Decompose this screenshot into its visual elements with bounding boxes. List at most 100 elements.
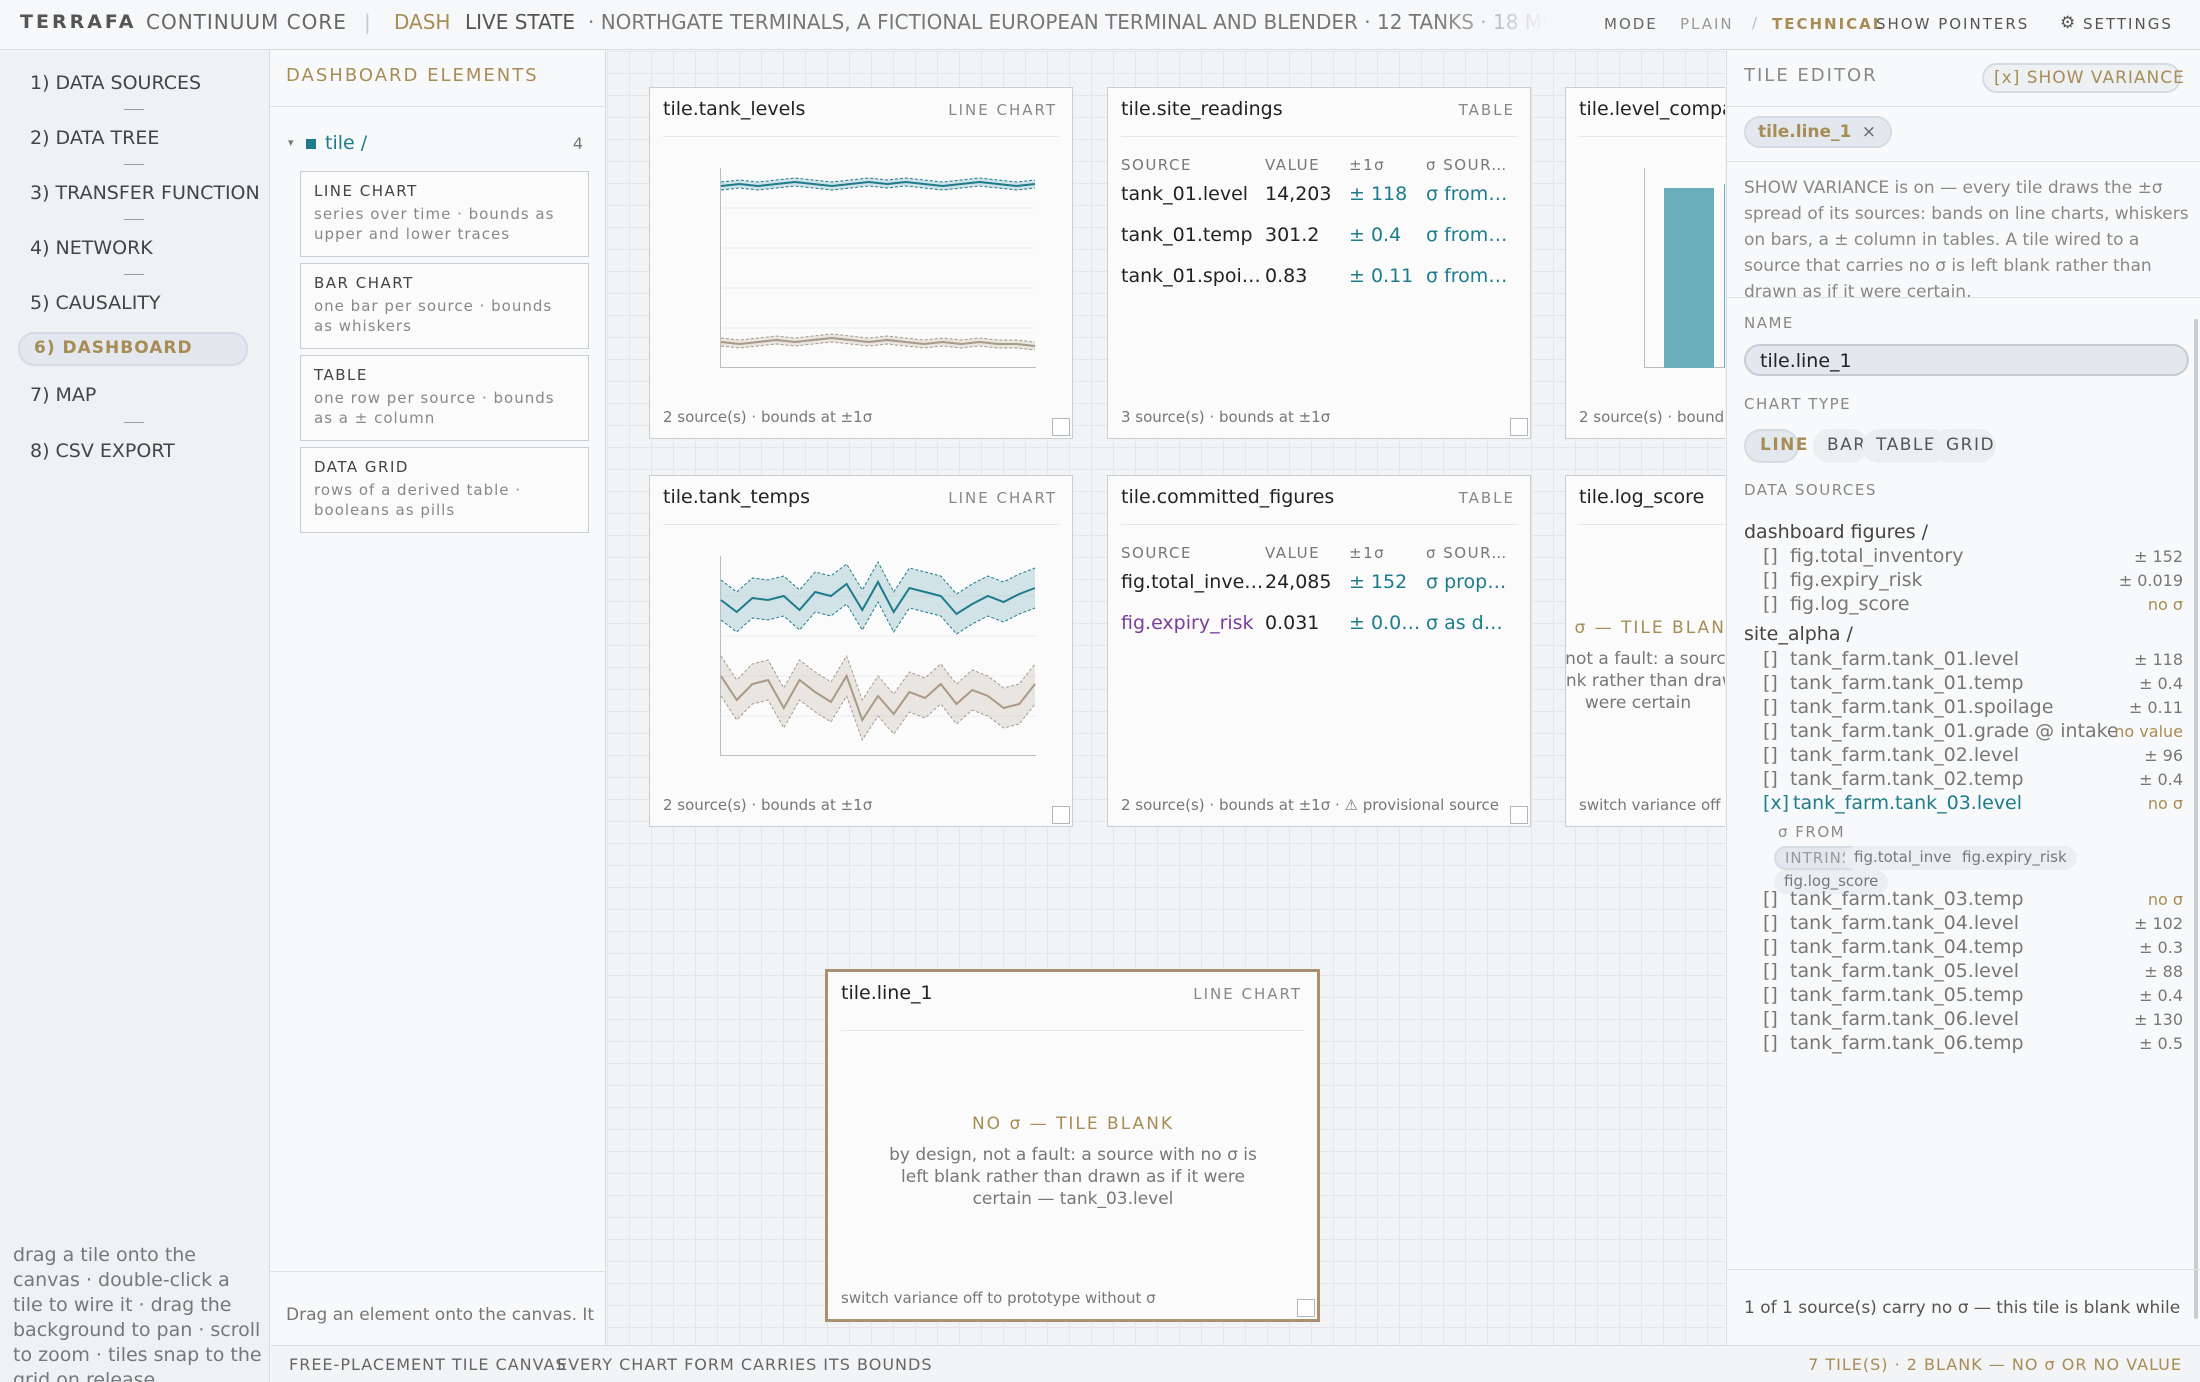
resize-handle[interactable] bbox=[1052, 418, 1070, 436]
checkbox[interactable]: [] bbox=[1763, 960, 1778, 982]
nav-item-map[interactable]: 7) MAP bbox=[30, 384, 97, 406]
source-row[interactable]: [] tank_farm.tank_01.temp ± 0.4 bbox=[1763, 672, 2183, 698]
source-row[interactable]: [] tank_farm.tank_04.temp ± 0.3 bbox=[1763, 936, 2183, 962]
upper-bound-trace-1 bbox=[720, 333, 1036, 343]
mode-technical-toggle[interactable]: TECHNICAL bbox=[1772, 15, 1885, 33]
divider bbox=[1121, 524, 1517, 525]
resize-handle[interactable] bbox=[1297, 1299, 1315, 1317]
source-name: tank_farm.tank_02.level bbox=[1790, 744, 2020, 766]
source-name: fig.log_score bbox=[1790, 593, 1910, 615]
show-pointers-button[interactable]: SHOW POINTERS bbox=[1876, 15, 2030, 33]
checkbox[interactable]: [] bbox=[1763, 912, 1778, 934]
checkbox[interactable]: [] bbox=[1763, 984, 1778, 1006]
source-row[interactable]: [] tank_farm.tank_01.level ± 118 bbox=[1763, 648, 2183, 674]
palette-card-data-grid[interactable]: DATA GRID rows of a derived table · bool… bbox=[300, 447, 589, 533]
chart-type-grid[interactable]: GRID bbox=[1932, 429, 1996, 463]
divider bbox=[1121, 136, 1517, 137]
resize-handle[interactable] bbox=[1510, 418, 1528, 436]
checkbox[interactable]: [] bbox=[1763, 768, 1778, 790]
tile-name: tile.line_1 bbox=[841, 982, 933, 1004]
source-row[interactable]: [] tank_farm.tank_01.grade @ intake no val… bbox=[1763, 720, 2183, 746]
source-row[interactable]: [] tank_farm.tank_02.temp ± 0.4 bbox=[1763, 768, 2183, 794]
nav-item-transfer-function[interactable]: 3) TRANSFER FUNCTION bbox=[30, 182, 260, 204]
checkbox[interactable]: [] bbox=[1763, 569, 1778, 591]
checkbox[interactable]: [] bbox=[1763, 696, 1778, 718]
editor-title: TILE EDITOR bbox=[1744, 65, 1878, 86]
source-row[interactable]: [] fig.expiry_risk ± 0.019 bbox=[1763, 569, 2183, 595]
editor-scrollbar[interactable] bbox=[2194, 319, 2198, 1319]
checkbox[interactable]: [] bbox=[1763, 744, 1778, 766]
editor-tab-line-1[interactable]: tile.line_1 × bbox=[1744, 116, 1892, 148]
checkbox[interactable]: [] bbox=[1763, 672, 1778, 694]
source-row[interactable]: [] tank_farm.tank_06.level ± 130 bbox=[1763, 1008, 2183, 1034]
nav-item-data-tree[interactable]: 2) DATA TREE bbox=[30, 127, 160, 149]
tile-level-compare[interactable]: tile.level_compare 2 source(s) · bounds … bbox=[1565, 87, 1725, 439]
tile-line-1[interactable]: tile.line_1 LINE CHART NO σ — TILE BLANK… bbox=[825, 969, 1320, 1322]
table-cell-value: 0.031 bbox=[1265, 612, 1320, 634]
source-row[interactable]: [] tank_farm.tank_03.temp no σ bbox=[1763, 888, 2183, 914]
source-row[interactable]: [] fig.log_score no σ bbox=[1763, 593, 2183, 619]
tree-folder-label[interactable]: tile / bbox=[325, 132, 368, 154]
source-row[interactable]: [] tank_farm.tank_01.spoilage ± 0.11 bbox=[1763, 696, 2183, 722]
checkbox[interactable]: [] bbox=[1763, 720, 1778, 742]
tile-name: tile.committed_figures bbox=[1121, 486, 1335, 508]
source-row[interactable]: [] tank_farm.tank_06.temp ± 0.5 bbox=[1763, 1032, 2183, 1058]
source-row[interactable]: [] fig.total_inventory ± 152 bbox=[1763, 545, 2183, 571]
sigma-from-chip[interactable]: fig.expiry_risk bbox=[1952, 846, 2077, 870]
tile-tank-levels[interactable]: tile.tank_levels LINE CHART 2 source(s) … bbox=[649, 87, 1073, 439]
mode-label: MODE bbox=[1604, 15, 1658, 33]
sigma-from-chip[interactable]: fig.log_score bbox=[1774, 870, 1889, 894]
gear-icon[interactable]: ⚙ bbox=[2060, 13, 2076, 33]
variance-band-1 bbox=[721, 656, 1035, 740]
source-group-dashboard-figures[interactable]: dashboard figures / bbox=[1744, 521, 1929, 543]
tab-dash[interactable]: DASH bbox=[394, 10, 451, 34]
chart-type-bar[interactable]: BAR bbox=[1813, 429, 1868, 463]
nav-item-network[interactable]: 4) NETWORK bbox=[30, 237, 153, 259]
resize-handle[interactable] bbox=[1052, 806, 1070, 824]
palette-card-bar-chart[interactable]: BAR CHART one bar per source · bounds as… bbox=[300, 263, 589, 349]
checkbox[interactable]: [] bbox=[1763, 593, 1778, 615]
tile-site-readings[interactable]: tile.site_readings TABLE SOURCE VALUE ±1… bbox=[1107, 87, 1531, 439]
tile-committed-figures[interactable]: tile.committed_figures TABLE SOURCE VALU… bbox=[1107, 475, 1531, 827]
divider bbox=[663, 524, 1059, 525]
checkbox[interactable]: [] bbox=[1763, 648, 1778, 670]
tile-canvas[interactable]: tile.tank_levels LINE CHART 2 source(s) … bbox=[607, 51, 1725, 1345]
chart-type-line[interactable]: LINE bbox=[1744, 429, 1808, 463]
nav-divider bbox=[124, 109, 144, 110]
divider bbox=[841, 1030, 1304, 1031]
chevron-down-icon[interactable]: ▾ bbox=[288, 136, 294, 149]
tile-name-input[interactable]: tile.line_1 bbox=[1744, 344, 2189, 376]
checkbox[interactable]: [x] bbox=[1763, 792, 1790, 814]
close-icon[interactable]: × bbox=[1861, 122, 1876, 142]
resize-handle[interactable] bbox=[1510, 806, 1528, 824]
source-row[interactable]: [] tank_farm.tank_04.level ± 102 bbox=[1763, 912, 2183, 938]
nav-item-csv-export[interactable]: 8) CSV EXPORT bbox=[30, 440, 175, 462]
source-name: tank_farm.tank_06.temp bbox=[1790, 1032, 2024, 1054]
settings-button[interactable]: SETTINGS bbox=[2083, 15, 2173, 33]
nav-item-data-sources[interactable]: 1) DATA SOURCES bbox=[30, 72, 202, 94]
tile-tank-temps[interactable]: tile.tank_temps LINE CHART 2 source(s) ·… bbox=[649, 475, 1073, 827]
source-row[interactable]: [] tank_farm.tank_05.temp ± 0.4 bbox=[1763, 984, 2183, 1010]
tile-log-score[interactable]: tile.log_score NO σ — TILE BLANK by desi… bbox=[1565, 475, 1725, 827]
palette-card-table[interactable]: TABLE one row per source · bounds as a ±… bbox=[300, 355, 589, 441]
mode-plain-toggle[interactable]: PLAIN bbox=[1680, 15, 1734, 33]
checkbox[interactable]: [] bbox=[1763, 936, 1778, 958]
checkbox[interactable]: [] bbox=[1763, 545, 1778, 567]
tile-editor-panel: TILE EDITOR [x] SHOW VARIANCE tile.line_… bbox=[1726, 51, 2200, 1345]
show-variance-toggle[interactable]: [x] SHOW VARIANCE bbox=[1982, 63, 2184, 93]
source-row-selected[interactable]: [x] tank_farm.tank_03.level no σ bbox=[1763, 792, 2183, 818]
checkbox[interactable]: [] bbox=[1763, 1032, 1778, 1054]
checkbox[interactable]: [] bbox=[1763, 1008, 1778, 1030]
nav-item-causality[interactable]: 5) CAUSALITY bbox=[30, 292, 161, 314]
checkbox[interactable]: [] bbox=[1763, 888, 1778, 910]
nav-item-dashboard[interactable]: 6) DASHBOARD bbox=[18, 332, 248, 366]
source-name: tank_farm.tank_06.level bbox=[1790, 1008, 2020, 1030]
palette-card-title: BAR CHART bbox=[314, 274, 414, 292]
table-cell-value: 24,085 bbox=[1265, 571, 1332, 593]
source-sigma: ± 0.11 bbox=[2128, 698, 2183, 717]
palette-card-line-chart[interactable]: LINE CHART series over time · bounds as … bbox=[300, 171, 589, 257]
source-row[interactable]: [] tank_farm.tank_05.level ± 88 bbox=[1763, 960, 2183, 986]
tab-live-state[interactable]: LIVE STATE bbox=[465, 10, 576, 34]
source-row[interactable]: [] tank_farm.tank_02.level ± 96 bbox=[1763, 744, 2183, 770]
source-group-site-alpha[interactable]: site_alpha / bbox=[1744, 623, 1853, 645]
